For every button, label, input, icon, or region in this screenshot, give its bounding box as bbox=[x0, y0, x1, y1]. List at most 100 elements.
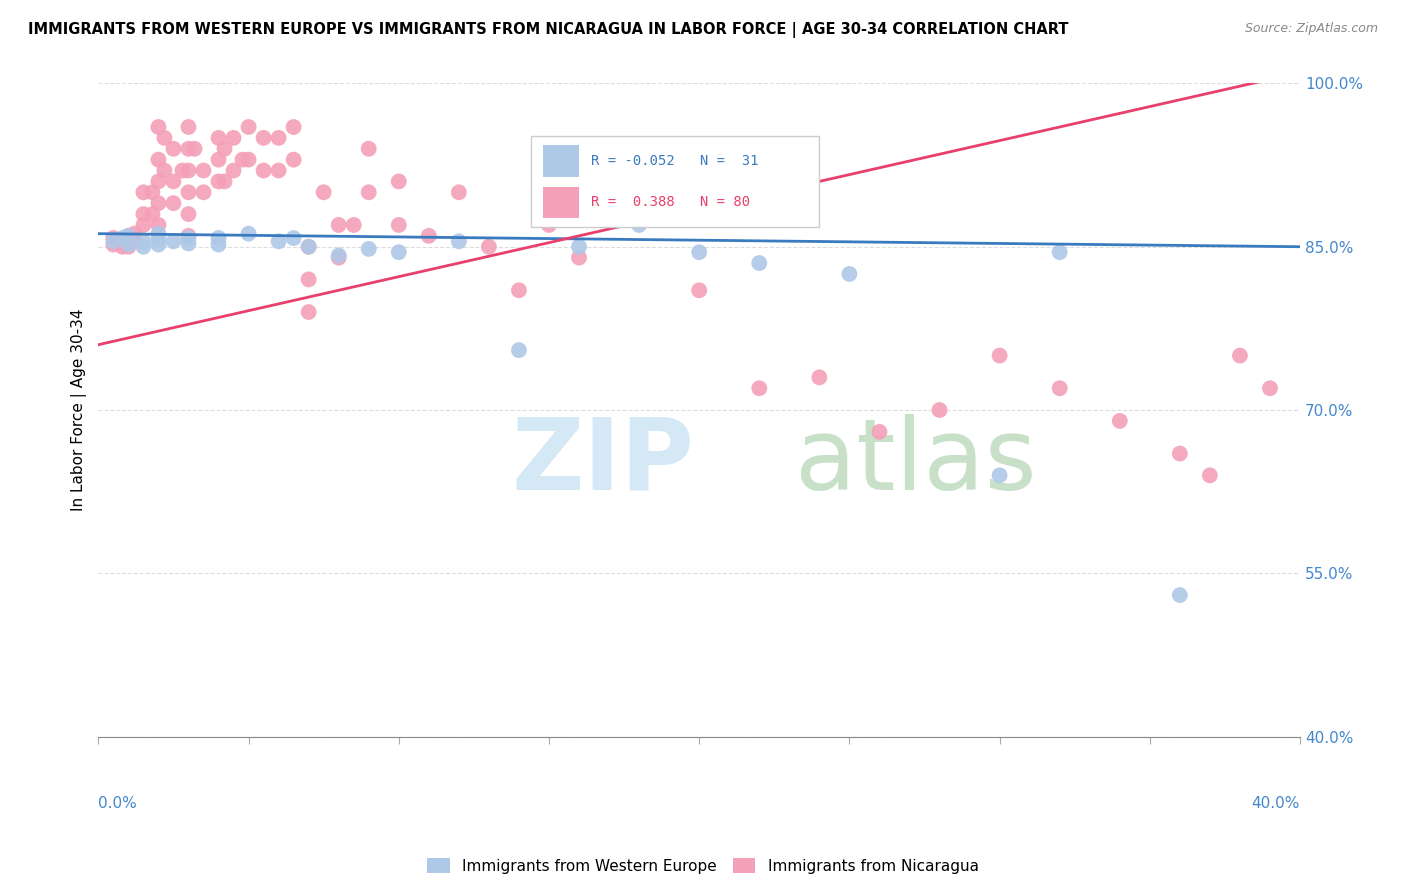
Point bbox=[177, 231, 200, 245]
Point bbox=[214, 142, 236, 156]
Point bbox=[1168, 588, 1191, 602]
Point bbox=[108, 233, 131, 247]
Point bbox=[808, 370, 831, 384]
Point bbox=[153, 163, 176, 178]
Text: R =  0.388   N = 80: R = 0.388 N = 80 bbox=[591, 194, 751, 209]
Point bbox=[838, 267, 860, 281]
Point bbox=[748, 256, 770, 270]
Point bbox=[148, 237, 170, 252]
Point bbox=[283, 231, 305, 245]
Point bbox=[1229, 349, 1251, 363]
Point bbox=[1258, 381, 1281, 395]
FancyBboxPatch shape bbox=[531, 136, 820, 227]
Point bbox=[1049, 381, 1071, 395]
Point bbox=[207, 174, 229, 188]
Point bbox=[148, 196, 170, 211]
FancyBboxPatch shape bbox=[543, 145, 579, 177]
Point bbox=[132, 186, 155, 200]
Point bbox=[132, 235, 155, 249]
Point bbox=[298, 272, 321, 286]
Point bbox=[388, 174, 411, 188]
Text: 0.0%: 0.0% bbox=[98, 797, 138, 812]
Point bbox=[928, 403, 950, 417]
Point bbox=[252, 131, 274, 145]
Point bbox=[267, 235, 290, 249]
Point bbox=[132, 240, 155, 254]
Point bbox=[207, 237, 229, 252]
Point bbox=[193, 163, 215, 178]
Point bbox=[207, 131, 229, 145]
Point bbox=[103, 231, 125, 245]
Point bbox=[508, 283, 530, 297]
Point bbox=[628, 186, 651, 200]
Point bbox=[222, 163, 245, 178]
Point bbox=[103, 237, 125, 252]
Point bbox=[103, 235, 125, 249]
Point bbox=[238, 153, 260, 167]
Point bbox=[141, 186, 163, 200]
Point bbox=[117, 240, 139, 254]
Point bbox=[177, 142, 200, 156]
Point bbox=[1199, 468, 1222, 483]
Point bbox=[117, 237, 139, 252]
Point bbox=[177, 163, 200, 178]
Point bbox=[267, 163, 290, 178]
Point bbox=[357, 242, 380, 256]
Point bbox=[388, 245, 411, 260]
Point bbox=[1049, 245, 1071, 260]
Point bbox=[148, 232, 170, 246]
Point bbox=[162, 142, 184, 156]
Point bbox=[162, 235, 184, 249]
Point bbox=[148, 227, 170, 241]
Point bbox=[357, 186, 380, 200]
Point bbox=[447, 235, 470, 249]
Point bbox=[177, 120, 200, 134]
Point bbox=[628, 218, 651, 232]
Point bbox=[1168, 446, 1191, 460]
Point bbox=[117, 235, 139, 249]
Point bbox=[343, 218, 366, 232]
Point bbox=[111, 240, 134, 254]
Point bbox=[357, 142, 380, 156]
Point bbox=[238, 120, 260, 134]
FancyBboxPatch shape bbox=[543, 186, 579, 218]
Point bbox=[177, 186, 200, 200]
Point bbox=[141, 207, 163, 221]
Point bbox=[688, 283, 710, 297]
Point bbox=[1108, 414, 1130, 428]
Point bbox=[117, 228, 139, 243]
Text: R = -0.052   N =  31: R = -0.052 N = 31 bbox=[591, 154, 758, 169]
Point bbox=[388, 218, 411, 232]
Point bbox=[298, 240, 321, 254]
Point bbox=[124, 227, 146, 241]
Text: IMMIGRANTS FROM WESTERN EUROPE VS IMMIGRANTS FROM NICARAGUA IN LABOR FORCE | AGE: IMMIGRANTS FROM WESTERN EUROPE VS IMMIGR… bbox=[28, 22, 1069, 38]
Point bbox=[508, 343, 530, 358]
Point bbox=[232, 153, 254, 167]
Point bbox=[207, 231, 229, 245]
Point bbox=[252, 163, 274, 178]
Point bbox=[124, 232, 146, 246]
Point bbox=[478, 240, 501, 254]
Point bbox=[193, 186, 215, 200]
Point bbox=[688, 245, 710, 260]
Point bbox=[418, 228, 440, 243]
Point bbox=[748, 381, 770, 395]
Point bbox=[988, 349, 1011, 363]
Point bbox=[222, 131, 245, 145]
Point bbox=[537, 218, 560, 232]
Point bbox=[988, 468, 1011, 483]
Point bbox=[298, 305, 321, 319]
Point bbox=[148, 218, 170, 232]
Point bbox=[172, 163, 194, 178]
Point bbox=[238, 227, 260, 241]
Point bbox=[132, 218, 155, 232]
Point bbox=[568, 251, 591, 265]
Legend: Immigrants from Western Europe, Immigrants from Nicaragua: Immigrants from Western Europe, Immigran… bbox=[422, 852, 984, 880]
Point bbox=[568, 240, 591, 254]
Point bbox=[312, 186, 335, 200]
Point bbox=[111, 231, 134, 245]
Point bbox=[132, 207, 155, 221]
Point bbox=[162, 196, 184, 211]
Text: atlas: atlas bbox=[794, 414, 1036, 511]
Text: 40.0%: 40.0% bbox=[1251, 797, 1301, 812]
